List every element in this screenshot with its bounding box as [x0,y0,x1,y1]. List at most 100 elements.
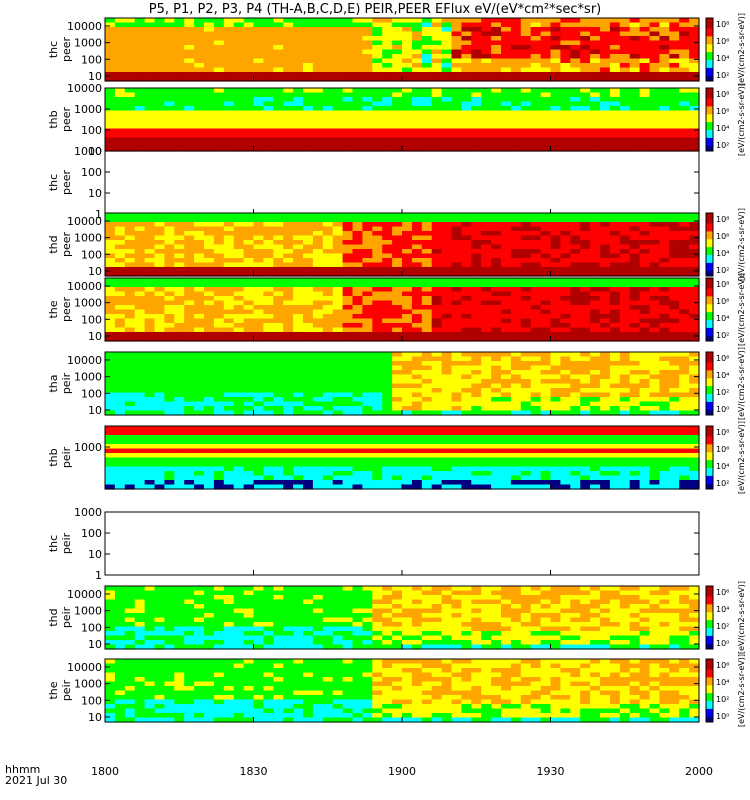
heatmap-cell [372,262,383,268]
heatmap-cell [570,282,581,288]
heatmap-cell [659,244,670,250]
heatmap-cell [194,40,205,46]
heatmap-cell [263,213,274,219]
heatmap-cell [332,22,344,28]
heatmap-cell [659,88,670,94]
heatmap-cell [451,240,462,246]
heatmap-cell [461,370,472,376]
heatmap-cell [669,76,680,82]
heatmap-cell [164,296,175,302]
heatmap-cell [431,365,443,371]
heatmap-cell [411,379,423,385]
heatmap-cell [629,244,641,250]
heatmap-cell [243,332,255,338]
heatmap-cell [194,361,205,367]
y-tick-label: 10 [88,265,102,278]
heatmap-cell [609,240,621,246]
heatmap-cell [105,142,116,148]
heatmap-cell [421,291,433,297]
colorbar-frame [705,212,714,277]
heatmap-cell [223,244,235,250]
heatmap-cell [164,466,175,472]
heatmap-cell [174,45,185,51]
heatmap-cell [501,271,512,277]
heatmap-cell [322,305,334,311]
heatmap-cell [322,370,334,376]
heatmap-cell [273,484,284,490]
heatmap-cell [540,401,552,407]
heatmap-cell [570,92,581,98]
heatmap-cell [164,439,175,445]
heatmap-cell [253,137,264,143]
heatmap-cell [580,22,591,28]
heatmap-cell [342,97,354,103]
heatmap-cell [114,235,126,241]
heatmap-cell [204,146,215,152]
heatmap-cell [609,314,621,320]
heatmap-cell [233,365,245,371]
heatmap-cell [649,305,660,311]
heatmap-cell [461,453,472,459]
heatmap-cell [600,249,611,255]
heatmap-cell [629,323,641,329]
heatmap-cell [560,356,571,362]
heatmap-cell [639,67,651,73]
heatmap-cell [362,484,373,490]
heatmap-cell [461,475,472,481]
colorbar-segment [706,255,713,259]
heatmap-cell [322,18,334,24]
heatmap-cell [501,352,512,358]
heatmap-cell [184,92,195,98]
heatmap-cell [411,278,423,284]
heatmap-cell [649,291,660,297]
heatmap-cell [263,115,274,121]
heatmap-cell [550,128,561,134]
heatmap-cell [154,222,165,228]
heatmap-cell [392,426,403,432]
heatmap-cell [233,410,245,416]
heatmap-cell [322,133,334,139]
heatmap-cell [332,18,344,24]
heatmap-cell [649,146,660,152]
heatmap-cell [134,235,146,241]
heatmap-cell [322,106,334,112]
heatmap-cell [580,18,591,24]
heatmap-cell [283,119,294,125]
heatmap-cell [204,397,215,403]
heatmap-cell [105,240,116,246]
heatmap-cell [204,235,215,241]
heatmap-cell [105,18,116,24]
heatmap-cell [263,133,274,139]
heatmap-cell [402,484,413,490]
heatmap-cell [421,401,433,407]
heatmap-cell [590,379,601,385]
heatmap-cell [461,323,472,329]
heatmap-cell [481,318,492,324]
colorbar-segment [706,320,713,324]
heatmap-cell [639,63,651,69]
heatmap-cell [263,106,274,112]
heatmap-cell [431,240,443,246]
heatmap-cell [194,365,205,371]
heatmap-cell [600,226,611,232]
heatmap-cell [550,397,561,403]
heatmap-cell [105,133,116,139]
heatmap-cell [411,430,423,436]
heatmap-cell [689,76,700,82]
heatmap-cell [382,110,393,116]
heatmap-cell [461,388,472,394]
heatmap-cell [580,88,591,94]
heatmap-cell [164,262,175,268]
heatmap-cell [451,244,462,250]
heatmap-cell [580,92,591,98]
heatmap-cell [174,365,185,371]
heatmap-cell [273,471,284,477]
heatmap-cell [273,36,284,42]
heatmap-cell [501,388,512,394]
heatmap-cell [481,296,492,302]
heatmap-cell [659,287,670,293]
heatmap-cell [154,106,165,112]
heatmap-cell [124,249,136,255]
heatmap-cell [510,92,522,98]
heatmap-cell [639,318,651,324]
